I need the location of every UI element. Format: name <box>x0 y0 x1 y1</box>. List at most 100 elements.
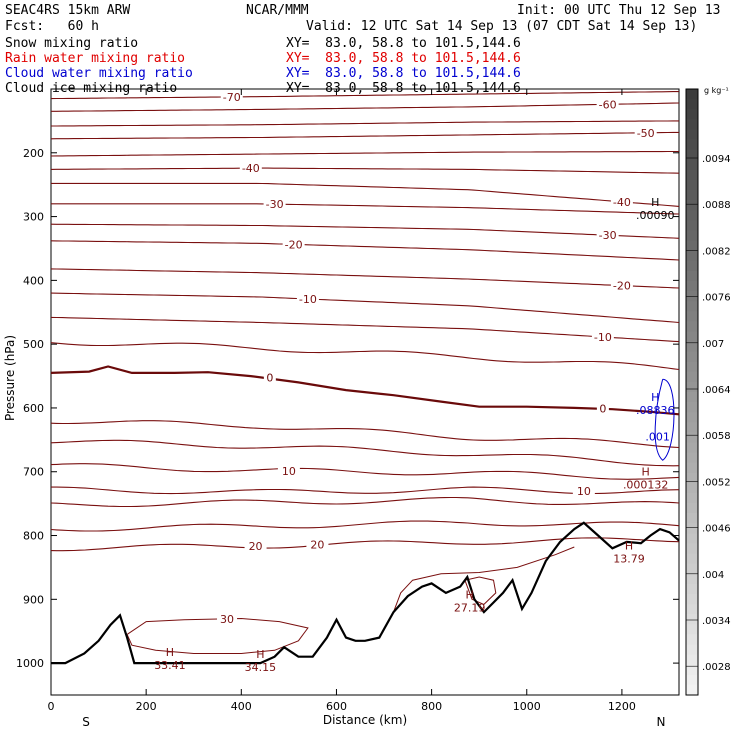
colorbar-swatch <box>686 392 698 403</box>
contour-label-bg <box>263 197 286 211</box>
colorbar-swatch <box>686 614 698 625</box>
contour-label: -60 <box>599 98 617 111</box>
x-tick-label: 200 <box>136 700 157 713</box>
x-tick-label: 800 <box>421 700 442 713</box>
contour-label: -40 <box>242 162 260 175</box>
freezing-label-bg <box>596 401 609 415</box>
colorbar-swatch <box>686 210 698 221</box>
x-tick-label: 1000 <box>513 700 541 713</box>
freezing-line <box>50 365 680 416</box>
colorbar-swatch <box>686 109 698 120</box>
temperature-contour-line <box>50 496 680 508</box>
maximum-value: 13.79 <box>613 552 645 565</box>
contour-label-bg <box>572 483 595 497</box>
contour-label: -30 <box>599 229 617 242</box>
contour-label: -50 <box>637 127 655 140</box>
contour-label-bg <box>634 125 657 139</box>
valid-time: Valid: 12 UTC Sat 14 Sep 13 (07 CDT Sat … <box>306 19 698 34</box>
maximum-value: .00090 <box>636 209 675 222</box>
temperature-contour-line <box>50 463 680 480</box>
rain-contours: 30 <box>126 546 575 654</box>
x-tick-label: 400 <box>231 700 252 713</box>
colorbar-swatch <box>686 513 698 524</box>
colorbar-swatch <box>686 280 698 292</box>
maximum-value: 34.15 <box>245 661 277 674</box>
colorbar-swatch <box>686 664 698 676</box>
colorbar-label: .0058 <box>702 431 731 442</box>
temperature-contour-line <box>51 120 679 127</box>
terrain-outline <box>51 521 680 665</box>
colorbar-swatch <box>686 119 698 130</box>
x-tick-label: 600 <box>326 700 347 713</box>
colorbar-swatch <box>686 99 698 110</box>
freezing-label-bg <box>263 370 276 384</box>
colorbar-label: .0088 <box>702 200 731 211</box>
colorbar-label: .0034 <box>702 616 731 627</box>
temperature-contour-line <box>50 91 679 100</box>
colorbar-label: .0094 <box>702 154 731 165</box>
org-label: NCAR/MMM <box>246 3 309 18</box>
colorbar-swatch <box>686 331 698 343</box>
colorbar-frame <box>685 88 699 696</box>
colorbar-swatch <box>686 402 698 413</box>
colorbar-swatch <box>686 493 698 504</box>
maximum-h-marker: H <box>466 589 474 602</box>
colorbar-swatch <box>686 543 698 555</box>
freezing-label: 0 <box>266 371 273 384</box>
contour-label-bg <box>244 538 267 552</box>
contour-label-bg <box>610 278 633 292</box>
colorbar-swatch <box>686 654 698 666</box>
temperature-contour-line <box>50 537 680 552</box>
rain-contour-30 <box>126 617 309 654</box>
colorbar-swatch <box>686 583 698 595</box>
colorbar-swatch <box>686 563 698 575</box>
colorbar-swatch <box>686 301 698 312</box>
colorbar-label: .0076 <box>702 293 731 304</box>
colorbar: .0094 .0088 .0082 .0076 .007 .0064 .0058 .0052.… <box>685 88 731 696</box>
temperature-contour-line <box>50 420 680 449</box>
contour-label: -20 <box>613 280 631 293</box>
colorbar-swatch <box>686 604 698 615</box>
colorbar-label: .0046 <box>702 524 731 535</box>
maximum-value: .000132 <box>623 478 669 491</box>
field-label-cloud-water: Cloud water mixing ratio <box>5 66 193 81</box>
colorbar-swatch <box>686 139 698 151</box>
colorbar-label: .0064 <box>702 385 731 396</box>
contour-label-bg <box>277 463 300 477</box>
plot-frame <box>50 88 680 696</box>
endpoint-left: S <box>82 715 90 729</box>
colorbar-swatch <box>686 371 698 383</box>
contour-label-bg <box>296 291 319 305</box>
temperature-contour-line <box>50 520 680 532</box>
colorbar-unit: g kg⁻¹ <box>704 86 729 95</box>
y-axis-label: Pressure (hPa) <box>3 335 17 421</box>
x-axis: 0 200 400 600 800 1000 1200 <box>48 89 636 713</box>
x-tick-label: 0 <box>48 700 55 713</box>
y-tick-label: 200 <box>23 147 44 160</box>
colorbar-swatch <box>686 523 698 534</box>
y-tick-label: 600 <box>23 402 44 415</box>
y-tick-label: 900 <box>23 593 44 606</box>
cloud-water-label: .001 <box>645 431 670 444</box>
colorbar-swatch <box>686 260 698 272</box>
colorbar-swatch <box>686 200 698 211</box>
maximum-h-marker: H <box>651 196 659 209</box>
maxima-markers: H33.41H34.15H27.19H13.79H.000132H.00090H… <box>154 196 674 674</box>
cloud-water-contour: .001 <box>645 378 675 461</box>
temperature-contour-line <box>51 203 680 215</box>
temperature-contour-line <box>50 167 680 174</box>
colorbar-swatch <box>686 250 698 262</box>
colorbar-label: .0052 <box>702 477 731 488</box>
colorbar-swatch <box>686 240 698 252</box>
colorbar-swatch <box>686 230 698 242</box>
temperature-contour-line <box>50 316 680 343</box>
colorbar-swatch <box>686 422 698 433</box>
temperature-contour-line <box>51 102 680 112</box>
contour-label: -20 <box>285 238 303 251</box>
y-tick-label: 1000 <box>16 657 44 670</box>
maximum-h-marker: H <box>651 391 659 404</box>
init-time: Init: 00 UTC Thu 12 Sep 13 <box>517 3 721 18</box>
temperature-contour-line <box>50 292 680 324</box>
contour-label: -70 <box>223 91 241 104</box>
